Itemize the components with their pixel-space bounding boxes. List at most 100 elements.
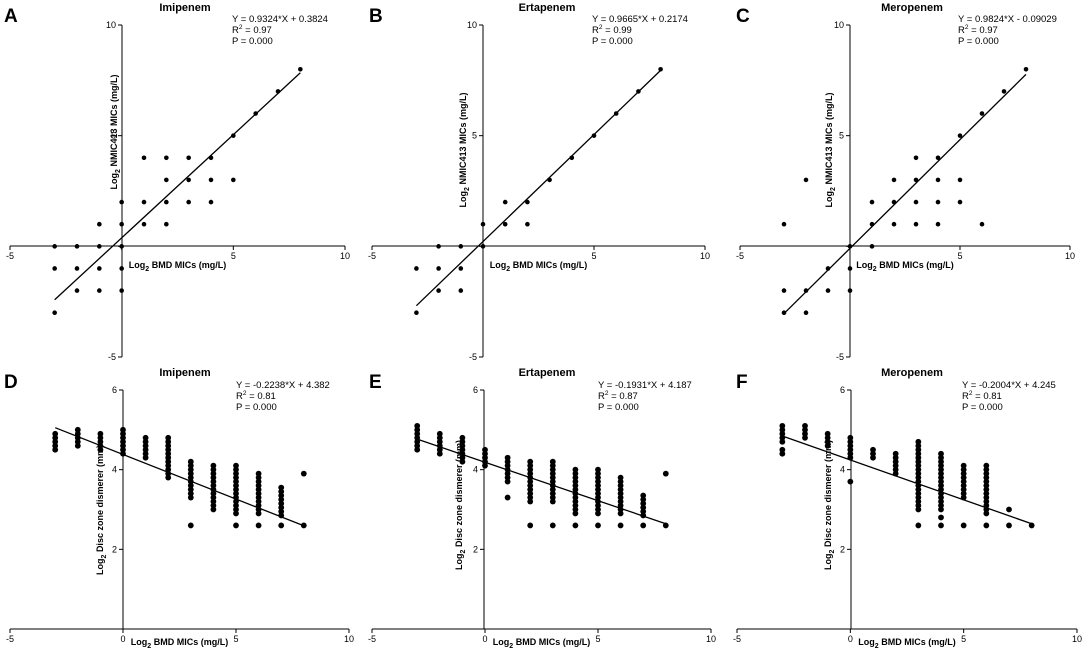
data-point: [164, 221, 169, 227]
data-point: [915, 490, 922, 497]
data-point: [549, 474, 556, 481]
data-point: [983, 482, 990, 489]
data-point: [233, 466, 239, 473]
data-point: [983, 498, 990, 505]
y-axis-label-sub: 2: [830, 187, 837, 191]
data-point: [960, 470, 967, 477]
data-point: [504, 454, 511, 461]
data-point: [870, 450, 876, 457]
y-axis-label-base: Log: [95, 558, 105, 575]
regression-equation: Y = 0.9824*X - 0.09029: [958, 14, 1057, 25]
x-tick-label: 5: [957, 251, 962, 261]
data-point: [960, 486, 967, 493]
data-point: [779, 438, 786, 445]
x-axis-label-base: Log: [490, 260, 507, 270]
data-point: [255, 482, 262, 489]
data-point: [891, 177, 897, 183]
data-point: [527, 522, 534, 529]
data-point: [979, 221, 985, 227]
data-point: [935, 177, 941, 183]
data-point: [233, 510, 239, 517]
panel-title: Imipenem: [159, 2, 211, 14]
data-point: [527, 462, 534, 469]
data-point: [549, 494, 556, 501]
y-axis-label-base: Log: [454, 553, 464, 570]
data-point: [459, 442, 466, 449]
x-tick-label: 10: [340, 251, 350, 261]
data-point: [915, 470, 922, 477]
data-point: [938, 494, 944, 501]
data-point: [960, 490, 967, 497]
data-point: [210, 494, 217, 501]
data-point: [120, 430, 126, 437]
data-point: [915, 446, 922, 453]
data-point: [938, 522, 944, 529]
data-point: [915, 438, 922, 445]
x-axis-label-sub: 2: [147, 643, 151, 650]
regression-line: [416, 438, 667, 525]
y-tick-label: 5: [472, 131, 477, 141]
data-point: [915, 450, 922, 457]
data-point: [414, 442, 421, 449]
data-point: [142, 438, 149, 445]
data-point: [915, 502, 922, 509]
y-tick-label: 2: [840, 544, 845, 554]
y-tick-label: 4: [840, 465, 845, 475]
panel-title: Ertapenem: [519, 367, 576, 379]
data-point: [164, 199, 169, 205]
data-point: [640, 508, 647, 515]
data-point: [1006, 522, 1012, 529]
data-point: [300, 470, 307, 477]
data-point: [255, 490, 262, 497]
data-point: [915, 454, 922, 461]
r-squared-sup: 2: [599, 24, 603, 31]
panel-letter: C: [736, 6, 750, 27]
data-point: [617, 494, 624, 501]
data-point: [617, 478, 624, 485]
data-point: [572, 486, 579, 493]
x-axis-label: Log2 BMD MICs (mg/L): [856, 260, 953, 273]
r-squared-base: R: [236, 391, 243, 402]
data-point: [187, 470, 194, 477]
x-tick-label: -5: [368, 251, 376, 261]
data-point: [915, 522, 922, 529]
r-squared-base: R: [958, 25, 965, 36]
y-axis-label-sub: 2: [829, 549, 836, 553]
data-point: [210, 482, 217, 489]
data-point: [165, 434, 172, 441]
r-squared-rest: = 0.97: [969, 25, 998, 36]
data-point: [255, 522, 262, 529]
data-point: [617, 522, 624, 529]
data-point: [915, 486, 922, 493]
data-point: [164, 155, 169, 161]
x-tick-label: -5: [6, 251, 14, 261]
data-point: [824, 438, 831, 445]
data-point: [549, 458, 556, 465]
r-squared-base: R: [962, 391, 969, 402]
data-point: [480, 244, 486, 249]
data-point: [165, 462, 172, 469]
p-value: P = 0.000: [962, 402, 1003, 413]
x-axis-label-sub: 2: [509, 643, 513, 650]
data-point: [52, 442, 59, 449]
data-point: [187, 474, 194, 481]
data-point: [779, 426, 786, 433]
y-axis-label-rest: NMIC413 MICs (mg/L): [458, 93, 468, 188]
data-point: [572, 474, 579, 481]
data-point: [938, 470, 944, 477]
regression-line: [415, 69, 662, 307]
data-point: [572, 506, 579, 513]
data-point: [1028, 522, 1035, 529]
x-axis-label-rest: BMD MICs (mg/L): [510, 260, 587, 270]
data-point: [414, 446, 421, 453]
data-point: [870, 454, 876, 461]
data-point: [938, 514, 944, 521]
data-point: [120, 442, 126, 449]
r-squared: R2 = 0.87: [598, 390, 638, 402]
data-point: [436, 450, 443, 457]
data-point: [210, 502, 217, 509]
x-tick-label: 0: [848, 634, 853, 644]
data-point: [504, 494, 511, 501]
data-point: [278, 508, 285, 515]
